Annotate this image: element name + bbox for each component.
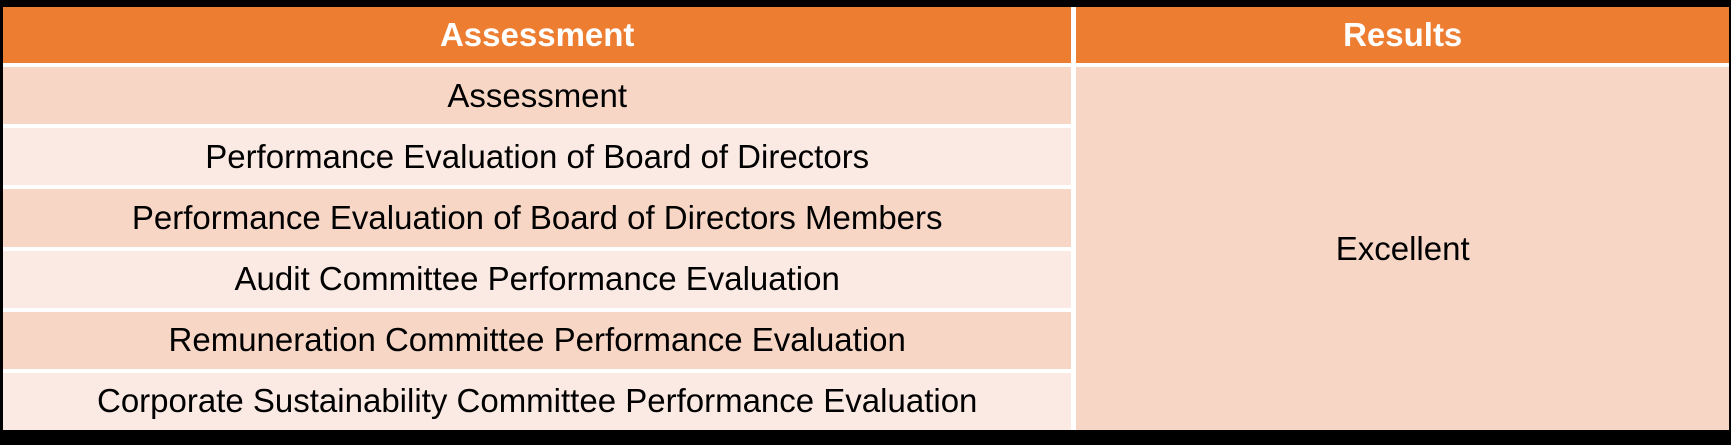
column-header-assessment: Assessment (3, 7, 1072, 63)
table-body: Assessment Performance Evaluation of Boa… (3, 67, 1729, 431)
table-header-row: Assessment Results (3, 7, 1729, 63)
table-row: Performance Evaluation of Board of Direc… (3, 189, 1072, 247)
table-row: Corporate Sustainability Committee Perfo… (3, 372, 1072, 431)
column-header-results: Results (1076, 7, 1729, 63)
table-row: Audit Committee Performance Evaluation (3, 250, 1072, 308)
results-merged-cell: Excellent (1076, 67, 1729, 430)
assessment-results-table: Assessment Results Assessment Performanc… (3, 7, 1729, 431)
table-row: Assessment (3, 67, 1072, 125)
table-row: Performance Evaluation of Board of Direc… (3, 128, 1072, 186)
table-row: Remuneration Committee Performance Evalu… (3, 311, 1072, 369)
assessment-column-rows: Assessment Performance Evaluation of Boa… (3, 67, 1072, 431)
